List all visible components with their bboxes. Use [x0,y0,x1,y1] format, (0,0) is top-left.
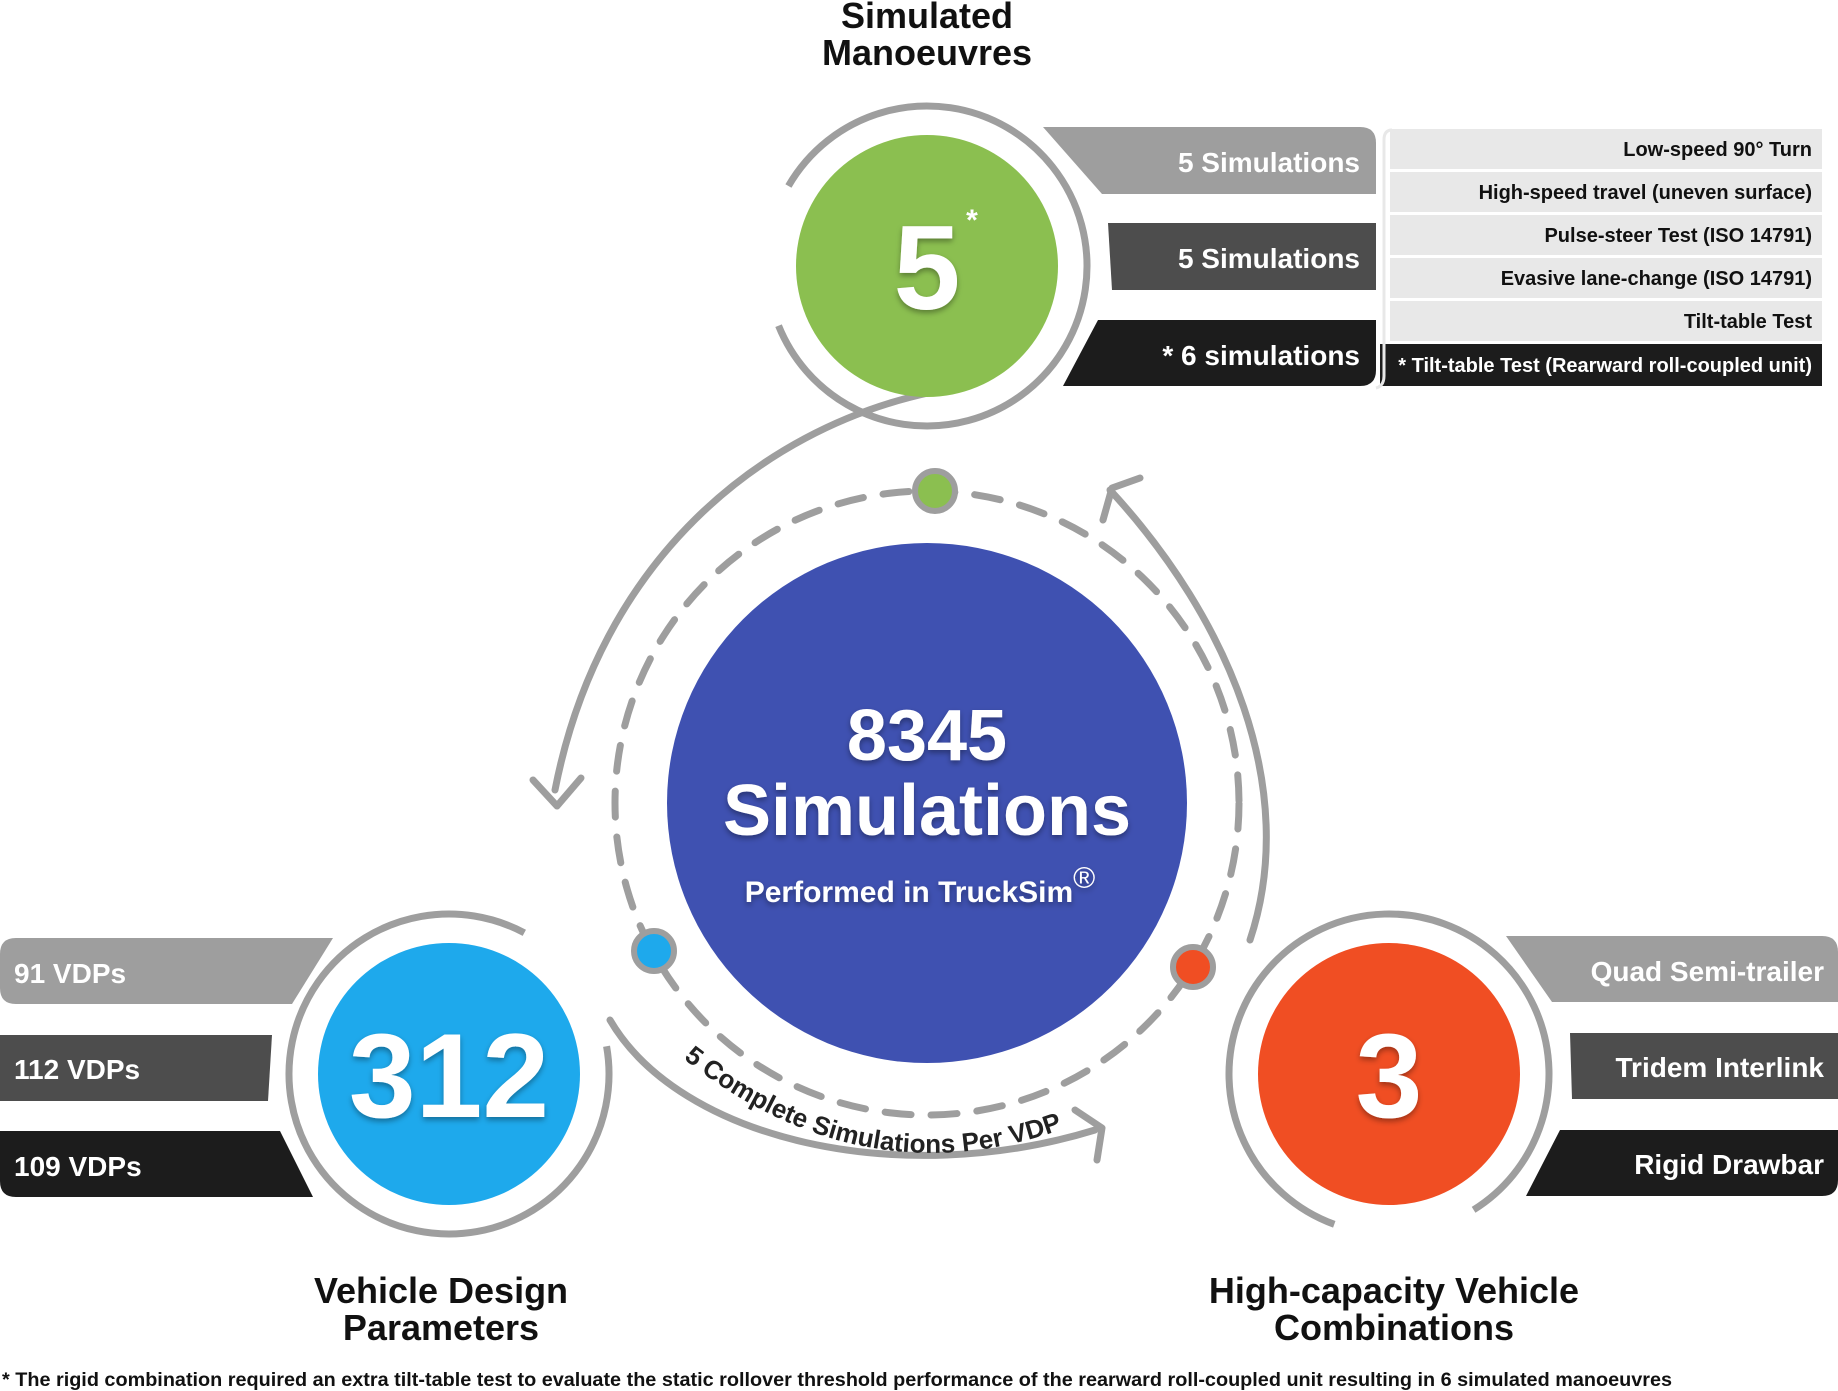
hcv-title-line1: High-capacity Vehicle [1209,1270,1579,1311]
footnote: * The rigid combination required an extr… [2,1370,1672,1391]
hcv-bar-1-label: Quad Semi-trailer [1591,956,1825,987]
manoeuvres-list-text: Pulse-steer Test (ISO 14791) [1544,225,1812,247]
arrow-head-left-icon [529,774,585,810]
manoeuvres-list-text: High-speed travel (uneven surface) [1479,182,1812,204]
manoeuvres-list-text: Low-speed 90° Turn [1623,139,1812,161]
vdp-circle [318,943,580,1205]
manoeuvres-title-line2: Manoeuvres [822,32,1032,73]
vdp-bar-2 [0,1035,272,1101]
manoeuvres-number: 5 [894,201,961,335]
arrow-arc-right [1106,486,1270,944]
manoeuvres-asterisk: * [966,204,978,237]
hcv-bar-2 [1570,1033,1838,1099]
manoeuvres-bar-2 [1108,223,1376,290]
center-label: Simulations [723,771,1131,851]
vdp-bar-1-label: 91 VDPs [14,958,126,989]
center-number: 8345 [847,696,1007,776]
vdp-title-line1: Vehicle Design [314,1270,568,1311]
arrow-head-right-icon [1099,474,1144,524]
vdp-title-line2: Parameters [343,1307,539,1348]
blue-dot [631,928,677,974]
manoeuvres-list-text: Evasive lane-change (ISO 14791) [1501,268,1812,290]
manoeuvres-list-item [1390,129,1822,169]
manoeuvres-circle [796,135,1058,397]
green-dot [912,468,958,514]
vdp-bar-3-label: 109 VDPs [14,1151,142,1182]
arrow-arc-bottom [606,1016,1099,1159]
hcv-bar-3-label: Rigid Drawbar [1634,1149,1824,1180]
vdp-number: 312 [349,1009,549,1143]
hcv-bar-3 [1526,1130,1838,1196]
manoeuvres-list-item [1390,258,1822,298]
manoeuvres-title-line1: Simulated [841,0,1013,36]
hcv-bar-2-label: Tridem Interlink [1616,1052,1825,1083]
manoeuvres-list-item [1390,172,1822,212]
center-circle [667,543,1187,1063]
hcv-circle [1258,943,1520,1205]
red-dot [1170,944,1216,990]
arc-label: 5 Complete Simulations Per VDP [680,1040,1065,1159]
manoeuvres-bar-3-label: * 6 simulations [1162,340,1360,371]
vdp-bar-2-label: 112 VDPs [14,1054,140,1085]
arrow-head-bottom-icon [1071,1106,1106,1164]
hcv-number: 3 [1356,1009,1423,1143]
manoeuvres-list-text: * Tilt-table Test (Rearward roll-coupled… [1398,355,1812,377]
hcv-bar-1 [1506,936,1838,1002]
manoeuvres-list-item [1380,344,1822,386]
manoeuvres-list-item [1390,215,1822,255]
hcv-ring [1225,910,1553,1238]
manoeuvres-bar-1 [1043,127,1376,194]
manoeuvres-list-text: Tilt-table Test [1684,311,1813,333]
manoeuvres-list-bracket [1375,128,1393,390]
vdp-bar-1 [0,938,333,1004]
manoeuvres-bar-1-label: 5 Simulations [1178,147,1360,178]
hcv-title-line2: Combinations [1274,1307,1514,1348]
manoeuvres-list-item [1390,301,1822,341]
vdp-ring [285,910,613,1238]
center-subtitle: Performed in TruckSim® [745,862,1096,909]
manoeuvres-bar-3 [1063,320,1376,386]
manoeuvres-list: Low-speed 90° Turn High-speed travel (un… [1375,128,1822,390]
manoeuvres-bar-2-label: 5 Simulations [1178,243,1360,274]
manoeuvres-ring [763,102,1091,430]
vdp-bar-3 [0,1131,313,1197]
